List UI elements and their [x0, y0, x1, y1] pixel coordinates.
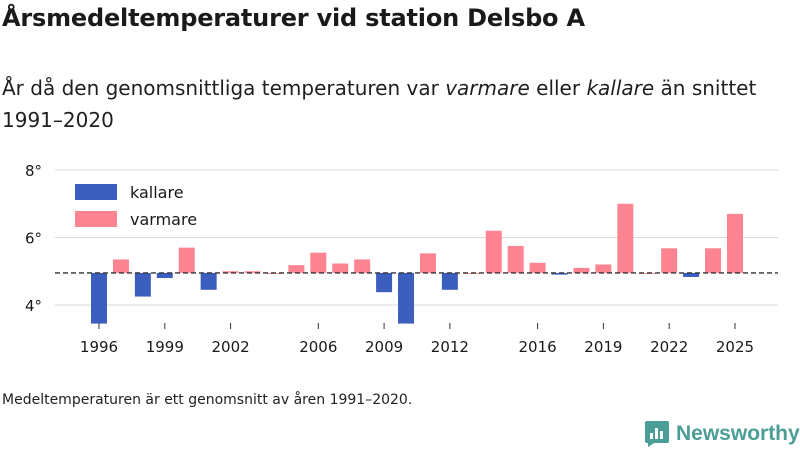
x-tick-label: 2006: [299, 338, 337, 356]
x-tick-label: 2022: [650, 338, 688, 356]
subtitle-text-3: än snittet 1991–2020: [2, 76, 757, 132]
bar: [112, 259, 129, 273]
bar: [91, 272, 107, 324]
subtitle-warmer: varmare: [445, 76, 530, 100]
subtitle-colder: kallare: [586, 76, 655, 100]
bar: [310, 252, 327, 273]
bar: [419, 253, 436, 273]
legend-label: varmare: [130, 210, 197, 229]
bar: [222, 271, 239, 273]
bar: [200, 272, 217, 290]
y-tick-label: 4°: [25, 297, 42, 315]
x-tick-label: 2012: [431, 338, 469, 356]
chart-subtitle: År då den genomsnittliga temperaturen va…: [2, 72, 792, 136]
bar: [134, 272, 151, 297]
bar: [551, 272, 568, 275]
bar: [507, 245, 524, 273]
bar: [244, 271, 261, 273]
bar: [705, 248, 722, 273]
bar: [661, 248, 678, 273]
legend-label: kallare: [130, 183, 184, 202]
x-tick-label: 2019: [584, 338, 622, 356]
bar: [178, 247, 195, 273]
bar: [726, 213, 743, 273]
brand-name: Newsworthy: [676, 422, 800, 445]
bar: [288, 265, 305, 273]
x-tick-label: 1999: [146, 338, 184, 356]
x-tick-label: 2009: [365, 338, 403, 356]
bar: [441, 272, 458, 290]
y-tick-label: 6°: [25, 230, 42, 248]
legend-swatch: [75, 211, 117, 227]
bar: [398, 272, 415, 324]
bar: [156, 272, 173, 278]
bar: [683, 272, 700, 277]
x-tick-label: 2016: [519, 338, 557, 356]
bar: [529, 262, 546, 273]
bar: [485, 230, 502, 273]
x-tick-label: 2025: [716, 338, 754, 356]
x-tick-label: 2002: [211, 338, 249, 356]
subtitle-text-2: eller: [529, 76, 587, 100]
newsworthy-logo-icon: [645, 421, 669, 447]
legend-swatch: [75, 184, 117, 200]
bar: [595, 264, 612, 273]
bar: [332, 263, 349, 273]
bar: [617, 203, 634, 273]
bar-chart: 4° 6° 8° 1996 1999 2002 2006 2009 2012 2016 2019 20…: [25, 162, 778, 356]
brand: Newsworthy: [644, 420, 800, 448]
bar: [573, 267, 590, 273]
y-tick-label: 8°: [25, 162, 42, 180]
bar: [354, 259, 371, 273]
subtitle-text-1: År då den genomsnittliga temperaturen va…: [2, 76, 446, 100]
x-tick-label: 1996: [80, 338, 118, 356]
footnote: Medeltemperaturen är ett genomsnitt av å…: [2, 392, 413, 408]
chart-title: Årsmedeltemperaturer vid station Delsbo …: [2, 4, 585, 32]
bar: [376, 272, 393, 293]
